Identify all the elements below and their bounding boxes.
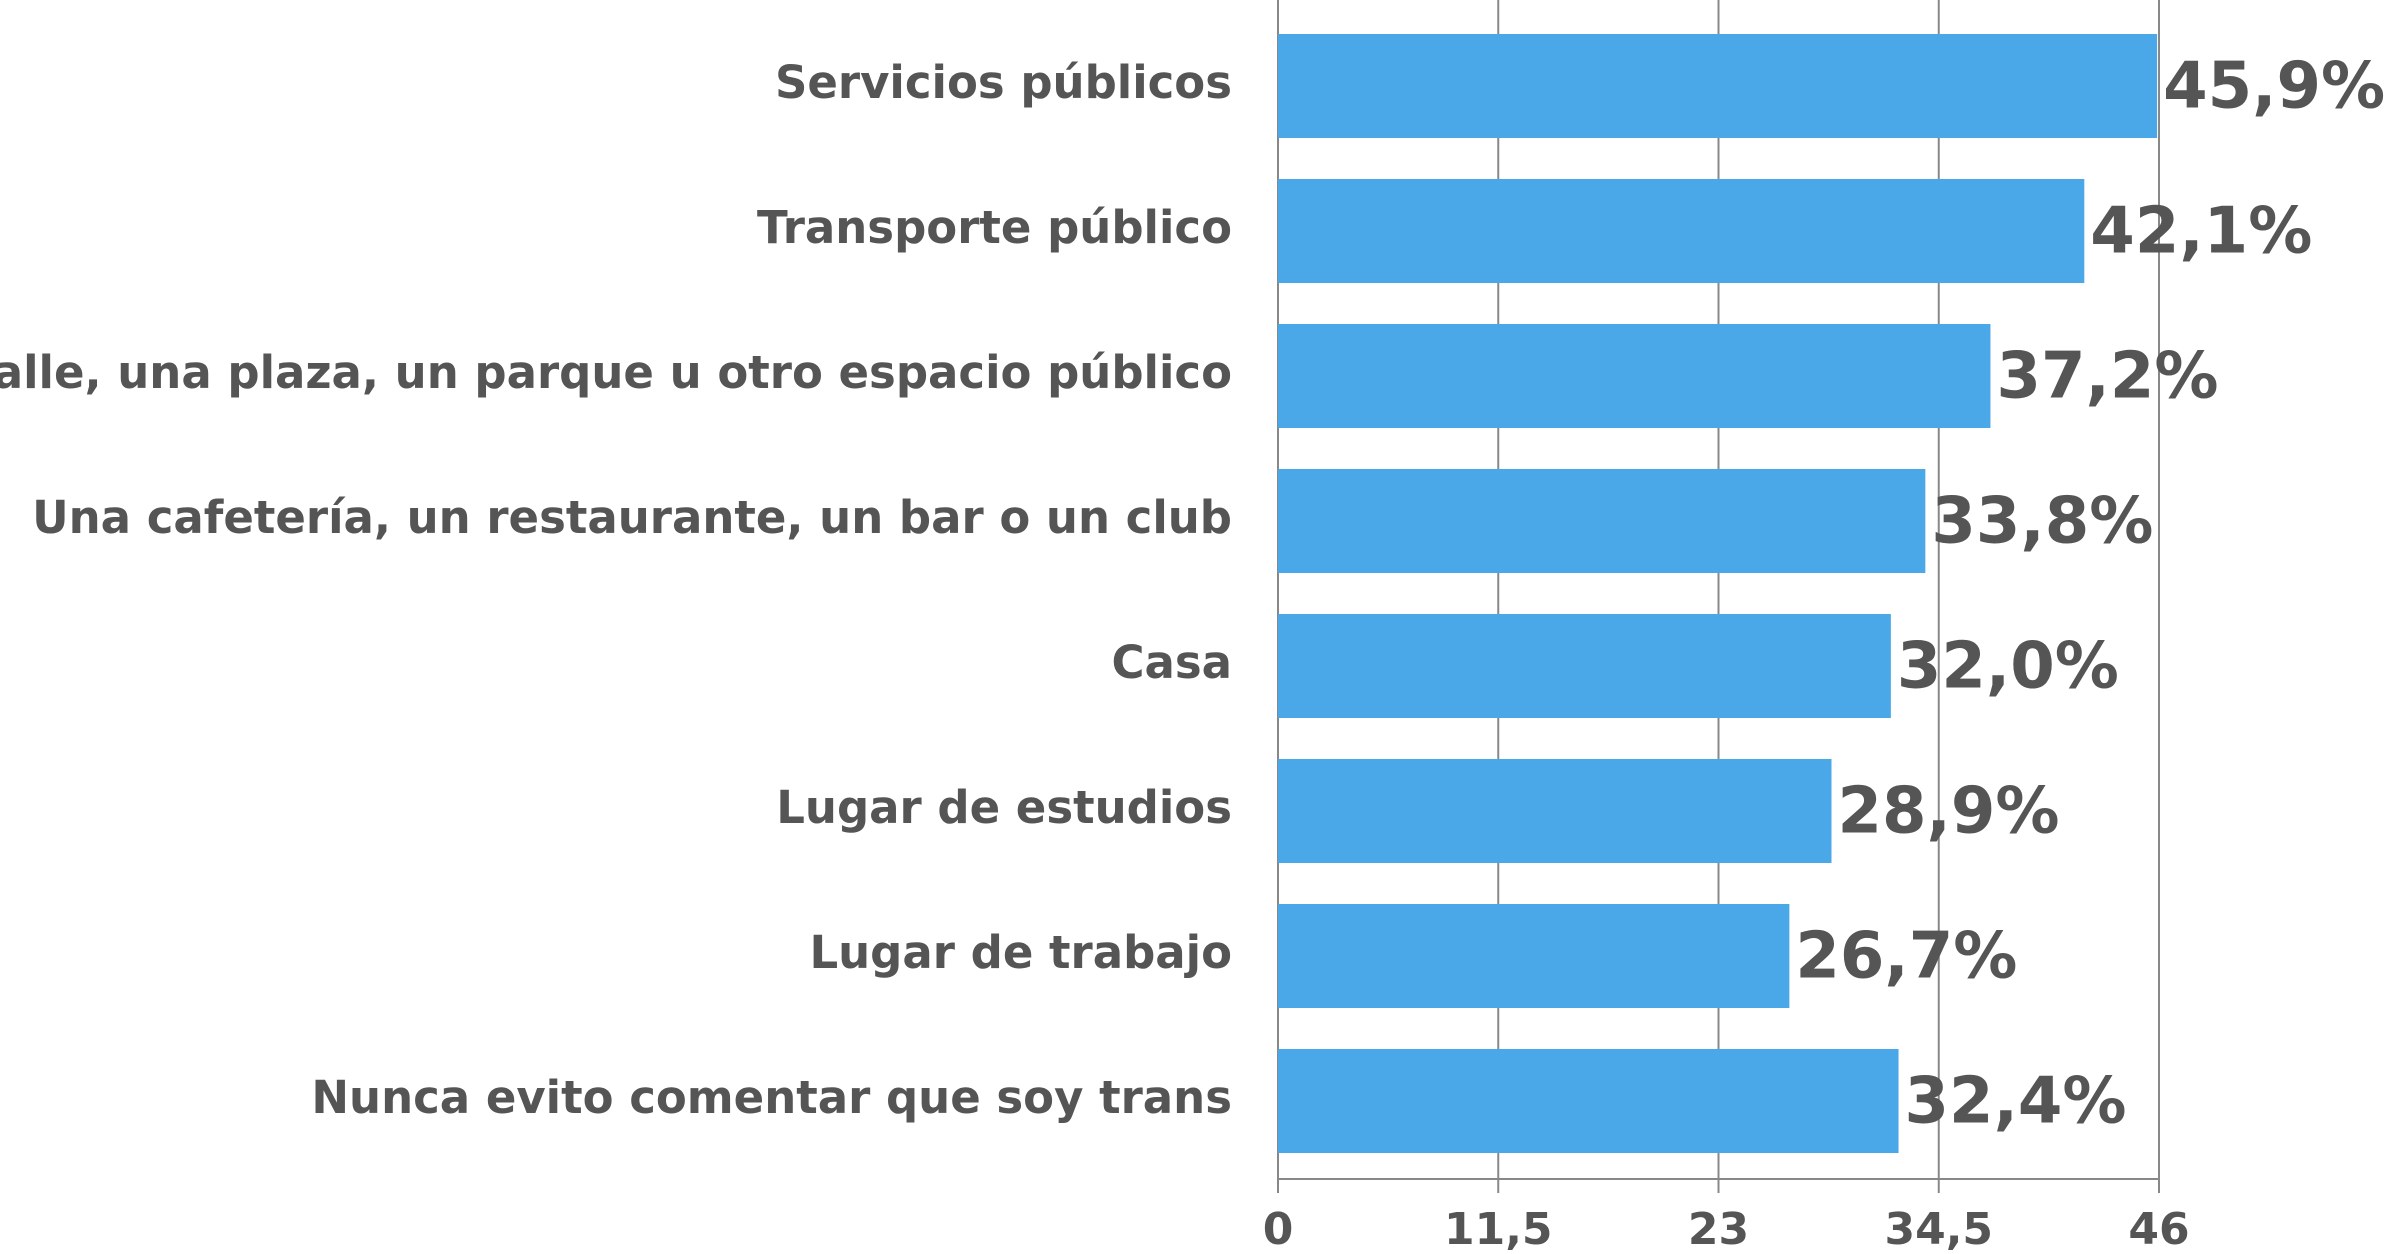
value-label: 45,9% bbox=[2163, 50, 2385, 124]
bar bbox=[1278, 179, 2085, 283]
value-label: 26,7% bbox=[1795, 920, 2017, 994]
value-label: 37,2% bbox=[1996, 340, 2218, 414]
y-tick-label: Una calle, una plaza, un parque u otro e… bbox=[0, 346, 1232, 399]
value-label: 28,9% bbox=[1837, 775, 2059, 849]
x-tick-label: 34,5 bbox=[1884, 1204, 1993, 1254]
bar bbox=[1278, 1049, 1899, 1153]
bar bbox=[1278, 759, 1832, 863]
value-label: 32,0% bbox=[1897, 630, 2119, 704]
y-tick-label: Lugar de estudios bbox=[776, 781, 1232, 834]
value-label: 33,8% bbox=[1931, 485, 2153, 559]
y-tick-label: Casa bbox=[1111, 636, 1232, 689]
x-tick-label: 46 bbox=[2128, 1204, 2189, 1254]
x-tick-label: 11,5 bbox=[1444, 1204, 1553, 1254]
value-label: 42,1% bbox=[2090, 195, 2312, 269]
y-tick-label: Servicios públicos bbox=[775, 56, 1232, 109]
bar bbox=[1278, 904, 1790, 1008]
y-tick-label: Nunca evito comentar que soy trans bbox=[311, 1071, 1232, 1124]
y-tick-label: Una cafetería, un restaurante, un bar o … bbox=[32, 491, 1232, 544]
bar bbox=[1278, 324, 1991, 428]
y-tick-label: Transporte público bbox=[757, 201, 1232, 254]
x-tick-label: 23 bbox=[1688, 1204, 1749, 1254]
bar bbox=[1278, 34, 2158, 138]
bar bbox=[1278, 614, 1891, 718]
y-tick-label: Lugar de trabajo bbox=[809, 926, 1232, 979]
x-tick-label: 0 bbox=[1263, 1204, 1294, 1254]
value-label: 32,4% bbox=[1905, 1065, 2127, 1139]
bar bbox=[1278, 469, 1926, 573]
